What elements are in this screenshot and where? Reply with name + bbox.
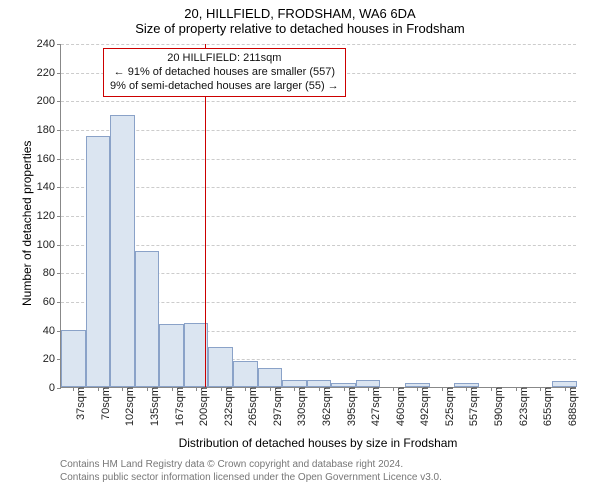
x-tick-label: 395sqm: [344, 387, 358, 426]
y-tick-label: 140: [37, 181, 61, 193]
x-tick-label: 232sqm: [221, 387, 235, 426]
grid-line: [61, 216, 576, 217]
histogram-bar: [61, 330, 86, 387]
x-tick-label: 688sqm: [565, 387, 579, 426]
callout-line-1: 20 HILLFIELD: 211sqm: [110, 52, 339, 66]
y-tick-label: 40: [43, 325, 61, 337]
y-tick-label: 20: [43, 353, 61, 365]
histogram-bar: [356, 380, 381, 387]
y-tick-label: 180: [37, 124, 61, 136]
x-tick-label: 135sqm: [147, 387, 161, 426]
y-tick-label: 240: [37, 38, 61, 50]
x-tick-label: 590sqm: [491, 387, 505, 426]
attribution-footer: Contains HM Land Registry data © Crown c…: [60, 458, 442, 484]
x-tick-label: 427sqm: [368, 387, 382, 426]
y-tick-label: 100: [37, 239, 61, 251]
x-tick-label: 167sqm: [172, 387, 186, 426]
y-axis-label: Number of detached properties: [20, 141, 34, 306]
callout-line-2: ← 91% of detached houses are smaller (55…: [110, 66, 339, 80]
histogram-bar: [258, 368, 283, 387]
y-tick-label: 200: [37, 95, 61, 107]
x-tick-label: 102sqm: [122, 387, 136, 426]
x-tick-label: 37sqm: [73, 387, 87, 420]
callout-line-3: 9% of semi-detached houses are larger (5…: [110, 80, 339, 94]
histogram-bar: [135, 251, 160, 387]
histogram-bar: [282, 380, 307, 387]
x-tick-label: 623sqm: [516, 387, 530, 426]
histogram-bar: [86, 136, 111, 387]
grid-line: [61, 187, 576, 188]
x-tick-label: 492sqm: [417, 387, 431, 426]
grid-line: [61, 245, 576, 246]
y-tick-label: 220: [37, 67, 61, 79]
x-tick-label: 200sqm: [196, 387, 210, 426]
x-tick-label: 362sqm: [319, 387, 333, 426]
footer-line-2: Contains public sector information licen…: [60, 471, 442, 484]
y-tick-label: 160: [37, 153, 61, 165]
histogram-bar: [208, 347, 233, 387]
x-tick-label: 70sqm: [98, 387, 112, 420]
x-tick-label: 557sqm: [466, 387, 480, 426]
x-axis-label: Distribution of detached houses by size …: [60, 436, 576, 450]
y-tick-label: 120: [37, 210, 61, 222]
y-tick-label: 60: [43, 296, 61, 308]
histogram-bar: [233, 361, 258, 387]
footer-line-1: Contains HM Land Registry data © Crown c…: [60, 458, 442, 471]
x-tick-label: 655sqm: [540, 387, 554, 426]
histogram-bar: [159, 324, 184, 387]
x-tick-label: 330sqm: [294, 387, 308, 426]
x-tick-label: 525sqm: [442, 387, 456, 426]
grid-line: [61, 159, 576, 160]
x-tick-label: 297sqm: [270, 387, 284, 426]
y-tick-label: 0: [49, 382, 61, 394]
reference-callout: 20 HILLFIELD: 211sqm← 91% of detached ho…: [103, 48, 346, 97]
page-title: 20, HILLFIELD, FRODSHAM, WA6 6DA: [0, 6, 600, 21]
grid-line: [61, 101, 576, 102]
grid-line: [61, 44, 576, 45]
grid-line: [61, 130, 576, 131]
x-tick-label: 265sqm: [245, 387, 259, 426]
histogram-bar: [110, 115, 135, 387]
page-subtitle: Size of property relative to detached ho…: [0, 21, 600, 36]
histogram-bar: [307, 380, 332, 387]
histogram-plot: 02040608010012014016018020022024037sqm70…: [60, 44, 576, 388]
y-tick-label: 80: [43, 267, 61, 279]
x-tick-label: 460sqm: [393, 387, 407, 426]
